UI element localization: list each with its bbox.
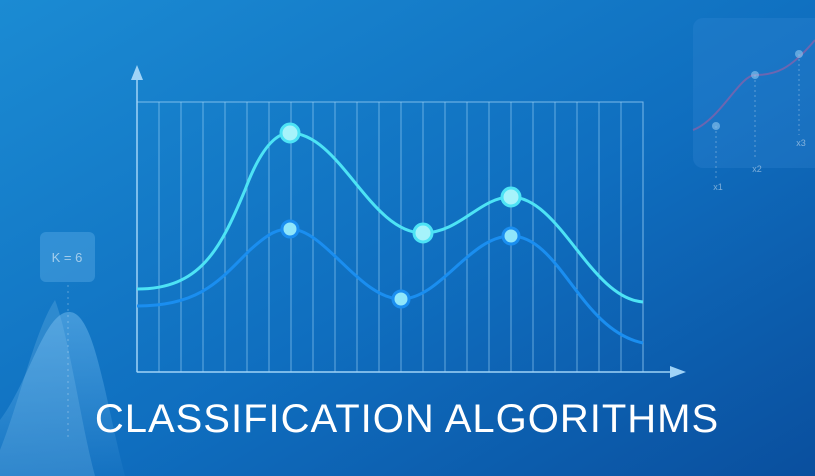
panel-dot	[795, 50, 803, 58]
title: CLASSIFICATION ALGORITHMS	[95, 397, 719, 441]
axis-mark: x2	[752, 164, 762, 174]
x-arrow	[670, 366, 686, 378]
badge-text: K = 6	[52, 250, 83, 265]
point	[500, 186, 522, 208]
point	[279, 122, 301, 144]
point	[412, 222, 434, 244]
axis-mark: x1	[713, 182, 723, 192]
panel	[693, 18, 815, 168]
points	[279, 122, 522, 309]
lower-curve	[136, 227, 644, 345]
axis-mark: x3	[796, 138, 806, 148]
point	[391, 289, 411, 309]
panel-dot	[751, 71, 759, 79]
point	[280, 219, 300, 239]
bell-curve	[0, 300, 95, 476]
badge-box	[40, 232, 95, 282]
bell-curve	[0, 311, 125, 476]
point	[501, 226, 521, 246]
panel-dot	[712, 122, 720, 130]
y-arrow	[131, 65, 143, 80]
upper-curve	[136, 131, 644, 304]
